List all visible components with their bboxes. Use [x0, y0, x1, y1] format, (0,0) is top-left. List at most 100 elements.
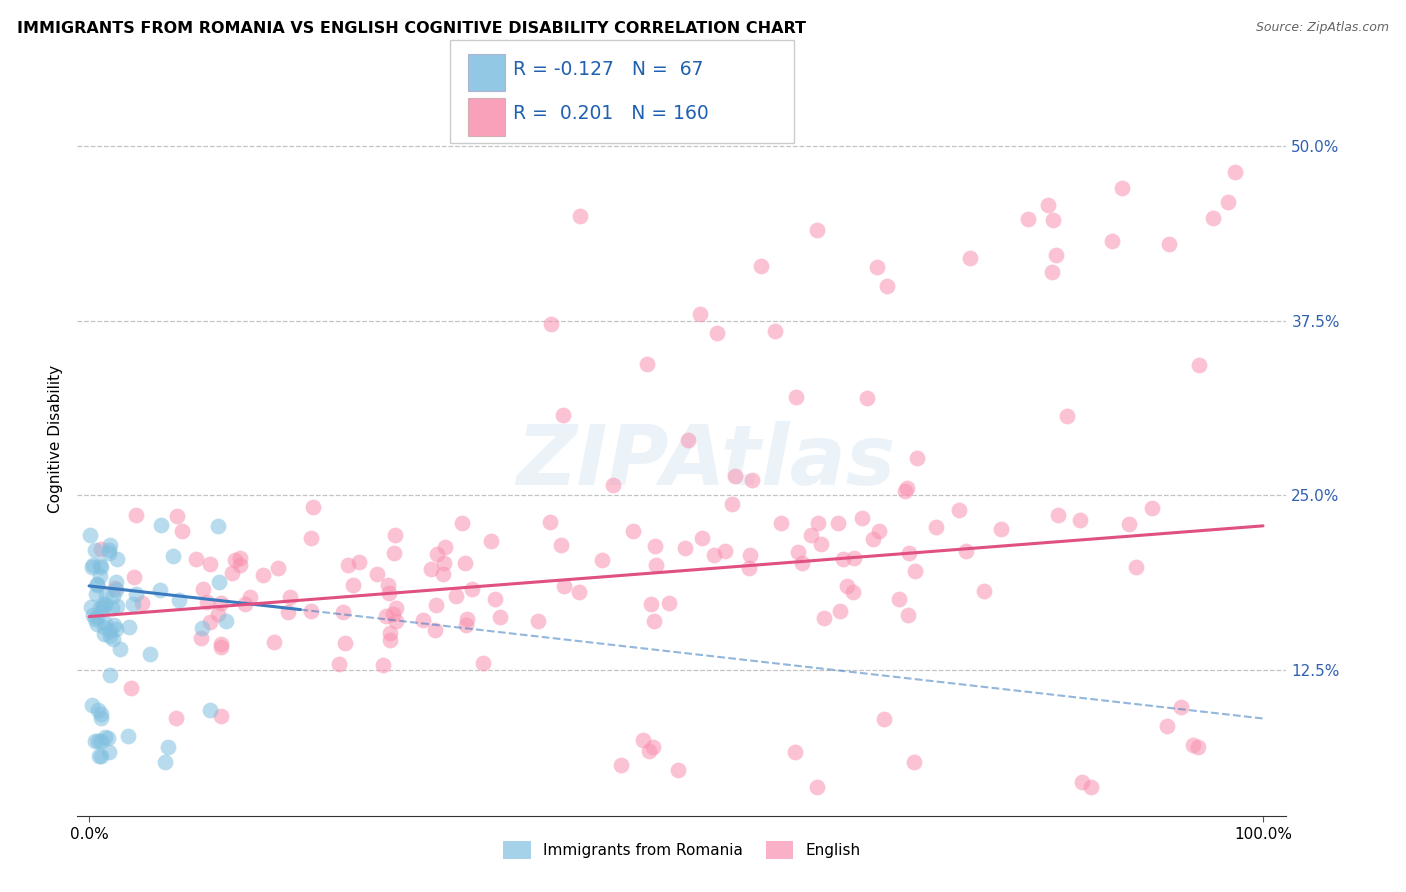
Point	[79, 528, 101, 542]
Point	[631, 732, 654, 747]
Point	[724, 469, 747, 483]
Point	[104, 582, 127, 597]
Point	[444, 589, 467, 603]
Point	[94, 730, 117, 744]
Point	[897, 608, 920, 623]
Point	[538, 515, 561, 529]
Point	[83, 733, 105, 747]
Point	[366, 566, 388, 581]
Text: Source: ZipAtlas.com: Source: ZipAtlas.com	[1256, 21, 1389, 34]
Point	[377, 578, 399, 592]
Point	[1216, 194, 1239, 209]
Point	[738, 561, 761, 575]
Point	[86, 576, 108, 591]
Point	[162, 549, 184, 563]
Point	[955, 543, 977, 558]
Point	[425, 598, 447, 612]
Point	[896, 481, 918, 495]
Point	[640, 597, 662, 611]
Point	[800, 527, 823, 541]
Text: R =  0.201   N = 160: R = 0.201 N = 160	[513, 104, 709, 123]
Point	[170, 524, 193, 538]
Point	[97, 731, 120, 746]
Point	[673, 541, 696, 556]
Point	[553, 579, 575, 593]
Point	[382, 546, 405, 560]
Point	[432, 567, 454, 582]
Point	[783, 746, 806, 760]
Y-axis label: Cognitive Disability: Cognitive Disability	[48, 365, 63, 514]
Point	[239, 590, 262, 604]
Point	[277, 605, 299, 619]
Point	[807, 516, 830, 530]
Point	[813, 611, 835, 625]
Point	[347, 555, 370, 569]
Point	[342, 577, 364, 591]
Point	[86, 586, 108, 600]
Point	[907, 450, 929, 465]
Point	[98, 746, 121, 760]
Point	[124, 570, 146, 584]
Point	[200, 703, 222, 717]
Point	[842, 584, 865, 599]
Point	[302, 500, 325, 515]
Point	[90, 711, 112, 725]
Point	[384, 528, 406, 542]
Point	[1187, 740, 1209, 755]
Point	[678, 434, 700, 448]
Point	[903, 755, 925, 769]
Point	[215, 614, 238, 628]
Point	[122, 598, 145, 612]
Point	[1159, 236, 1181, 251]
Point	[706, 326, 728, 340]
Point	[131, 596, 153, 610]
Point	[434, 540, 457, 554]
Point	[1111, 181, 1133, 195]
Point	[378, 633, 401, 648]
Point	[1118, 516, 1140, 531]
Point	[855, 391, 877, 405]
Point	[641, 740, 664, 755]
Point	[90, 707, 112, 722]
Point	[373, 658, 395, 673]
Point	[666, 763, 689, 777]
Point	[80, 560, 103, 574]
Point	[198, 615, 221, 629]
Point	[332, 605, 354, 619]
Point	[1047, 508, 1070, 523]
Point	[433, 556, 456, 570]
Point	[198, 557, 221, 571]
Point	[889, 591, 911, 606]
Point	[456, 612, 478, 626]
Point	[765, 324, 787, 338]
Point	[382, 607, 405, 622]
Point	[385, 601, 408, 615]
Point	[86, 616, 108, 631]
Point	[412, 613, 434, 627]
Point	[117, 729, 139, 743]
Point	[90, 734, 112, 748]
Point	[456, 618, 478, 632]
Point	[87, 734, 110, 748]
Point	[98, 538, 121, 552]
Point	[644, 539, 666, 553]
Point	[86, 610, 108, 624]
Point	[167, 592, 190, 607]
Point	[610, 757, 633, 772]
Point	[1188, 358, 1211, 372]
Point	[1156, 719, 1178, 733]
Point	[166, 509, 188, 524]
Point	[1170, 700, 1192, 714]
Point	[479, 534, 502, 549]
Point	[527, 614, 550, 628]
Point	[865, 260, 887, 274]
Point	[105, 552, 128, 566]
Point	[299, 531, 322, 545]
Point	[1045, 248, 1067, 262]
Point	[229, 550, 252, 565]
Point	[959, 251, 981, 265]
Point	[118, 620, 141, 634]
Point	[621, 524, 644, 538]
Point	[93, 620, 115, 634]
Point	[897, 546, 920, 560]
